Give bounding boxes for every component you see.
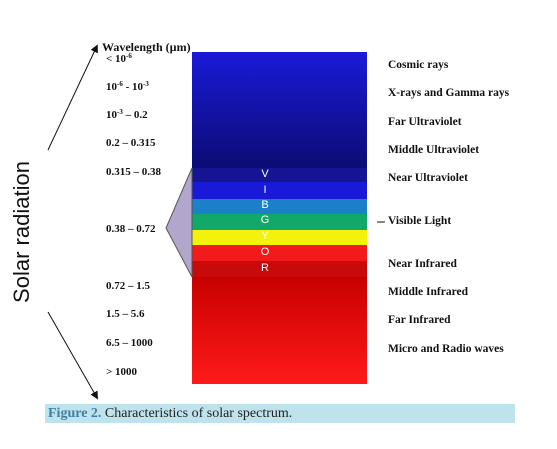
radiation-type-label: Near Ultraviolet xyxy=(388,172,468,184)
wavelength-label-part: 0.38 – 0.72 xyxy=(106,223,156,235)
caption-text: Characteristics of solar spectrum. xyxy=(101,406,293,421)
wavelength-label: 10-3 – 0.2 xyxy=(106,108,148,121)
radiation-type-label: Middle Ultraviolet xyxy=(388,144,480,156)
wavelength-label: 6.5 – 1000 xyxy=(106,337,153,349)
solar-radiation-label: Solar radiation xyxy=(9,161,34,303)
wavelength-label-part: 1.5 – 5.6 xyxy=(106,308,145,320)
radiation-type-label: X-rays and Gamma rays xyxy=(388,87,510,99)
red-band xyxy=(192,261,367,277)
wavelength-label: 0.72 – 1.5 xyxy=(106,280,150,292)
vibgyor-letter: B xyxy=(261,199,269,211)
indigo-band xyxy=(192,182,367,199)
wavelength-label-part: 0.315 – 0.38 xyxy=(106,166,161,178)
vibgyor-letter: R xyxy=(261,262,269,274)
ultraviolet-region xyxy=(192,52,367,180)
yellow-band xyxy=(192,230,367,245)
radiation-type-label: Far Infrared xyxy=(388,314,451,326)
figure-caption: Figure 2. Characteristics of solar spect… xyxy=(45,404,515,423)
wavelength-label: > 1000 xyxy=(106,366,137,378)
wavelength-label-part: 10 xyxy=(106,81,117,93)
radiation-type-label: Middle Infrared xyxy=(388,286,468,298)
green-band xyxy=(192,214,367,230)
visible-light-wedge xyxy=(165,167,193,278)
wavelength-label-part: 10 xyxy=(106,109,117,121)
wavelength-label-part: -6 xyxy=(126,52,132,60)
blue-band xyxy=(192,199,367,214)
orange-band xyxy=(192,245,367,261)
wavelength-label-part: > 1000 xyxy=(106,366,138,378)
vibgyor-letter: V xyxy=(261,168,269,180)
vibgyor-letter: O xyxy=(260,246,270,258)
wavelength-label-part: 0.72 – 1.5 xyxy=(106,280,150,292)
wavelength-label: < 10-6 xyxy=(106,52,132,65)
wavelength-label: 1.5 – 5.6 xyxy=(106,308,145,320)
wavelength-label-part: 0.2 – 0.315 xyxy=(106,137,156,149)
wavelength-label: 0.315 – 0.38 xyxy=(106,166,161,178)
violet-band xyxy=(192,168,367,182)
vibgyor-letter: I xyxy=(263,184,267,196)
vibgyor-letter: G xyxy=(260,214,270,226)
radiation-type-label: Cosmic rays xyxy=(388,59,449,71)
wavelength-label-part: – 0.2 xyxy=(122,109,148,121)
wavelength-label-part: -6 xyxy=(117,80,123,88)
wavelength-label-part: < 10 xyxy=(106,53,127,65)
wavelength-label-part: -3 xyxy=(117,108,123,116)
caption-label: Figure 2. xyxy=(48,406,102,421)
wavelength-title: Wavelength (µm) xyxy=(102,40,191,54)
wavelength-label: 0.2 – 0.315 xyxy=(106,137,156,149)
radiation-type-label: Visible Light xyxy=(388,215,452,227)
wavelength-label-part: - 10 xyxy=(122,81,144,93)
radiation-type-label: Far Ultraviolet xyxy=(388,116,462,128)
wavelength-label: 10-6 - 10-3 xyxy=(106,80,149,93)
wavelength-label: 0.38 – 0.72 xyxy=(106,223,156,235)
radiation-type-label: Micro and Radio waves xyxy=(388,343,504,355)
axis-arrow-lower xyxy=(47,311,98,400)
wavelength-label-part: 6.5 – 1000 xyxy=(106,337,153,349)
radiation-type-label: Near Infrared xyxy=(388,258,457,270)
wavelength-label-part: -3 xyxy=(143,80,149,88)
infrared-region xyxy=(192,277,367,384)
axis-arrow-upper xyxy=(47,44,98,151)
vibgyor-letter: Y xyxy=(261,230,269,242)
